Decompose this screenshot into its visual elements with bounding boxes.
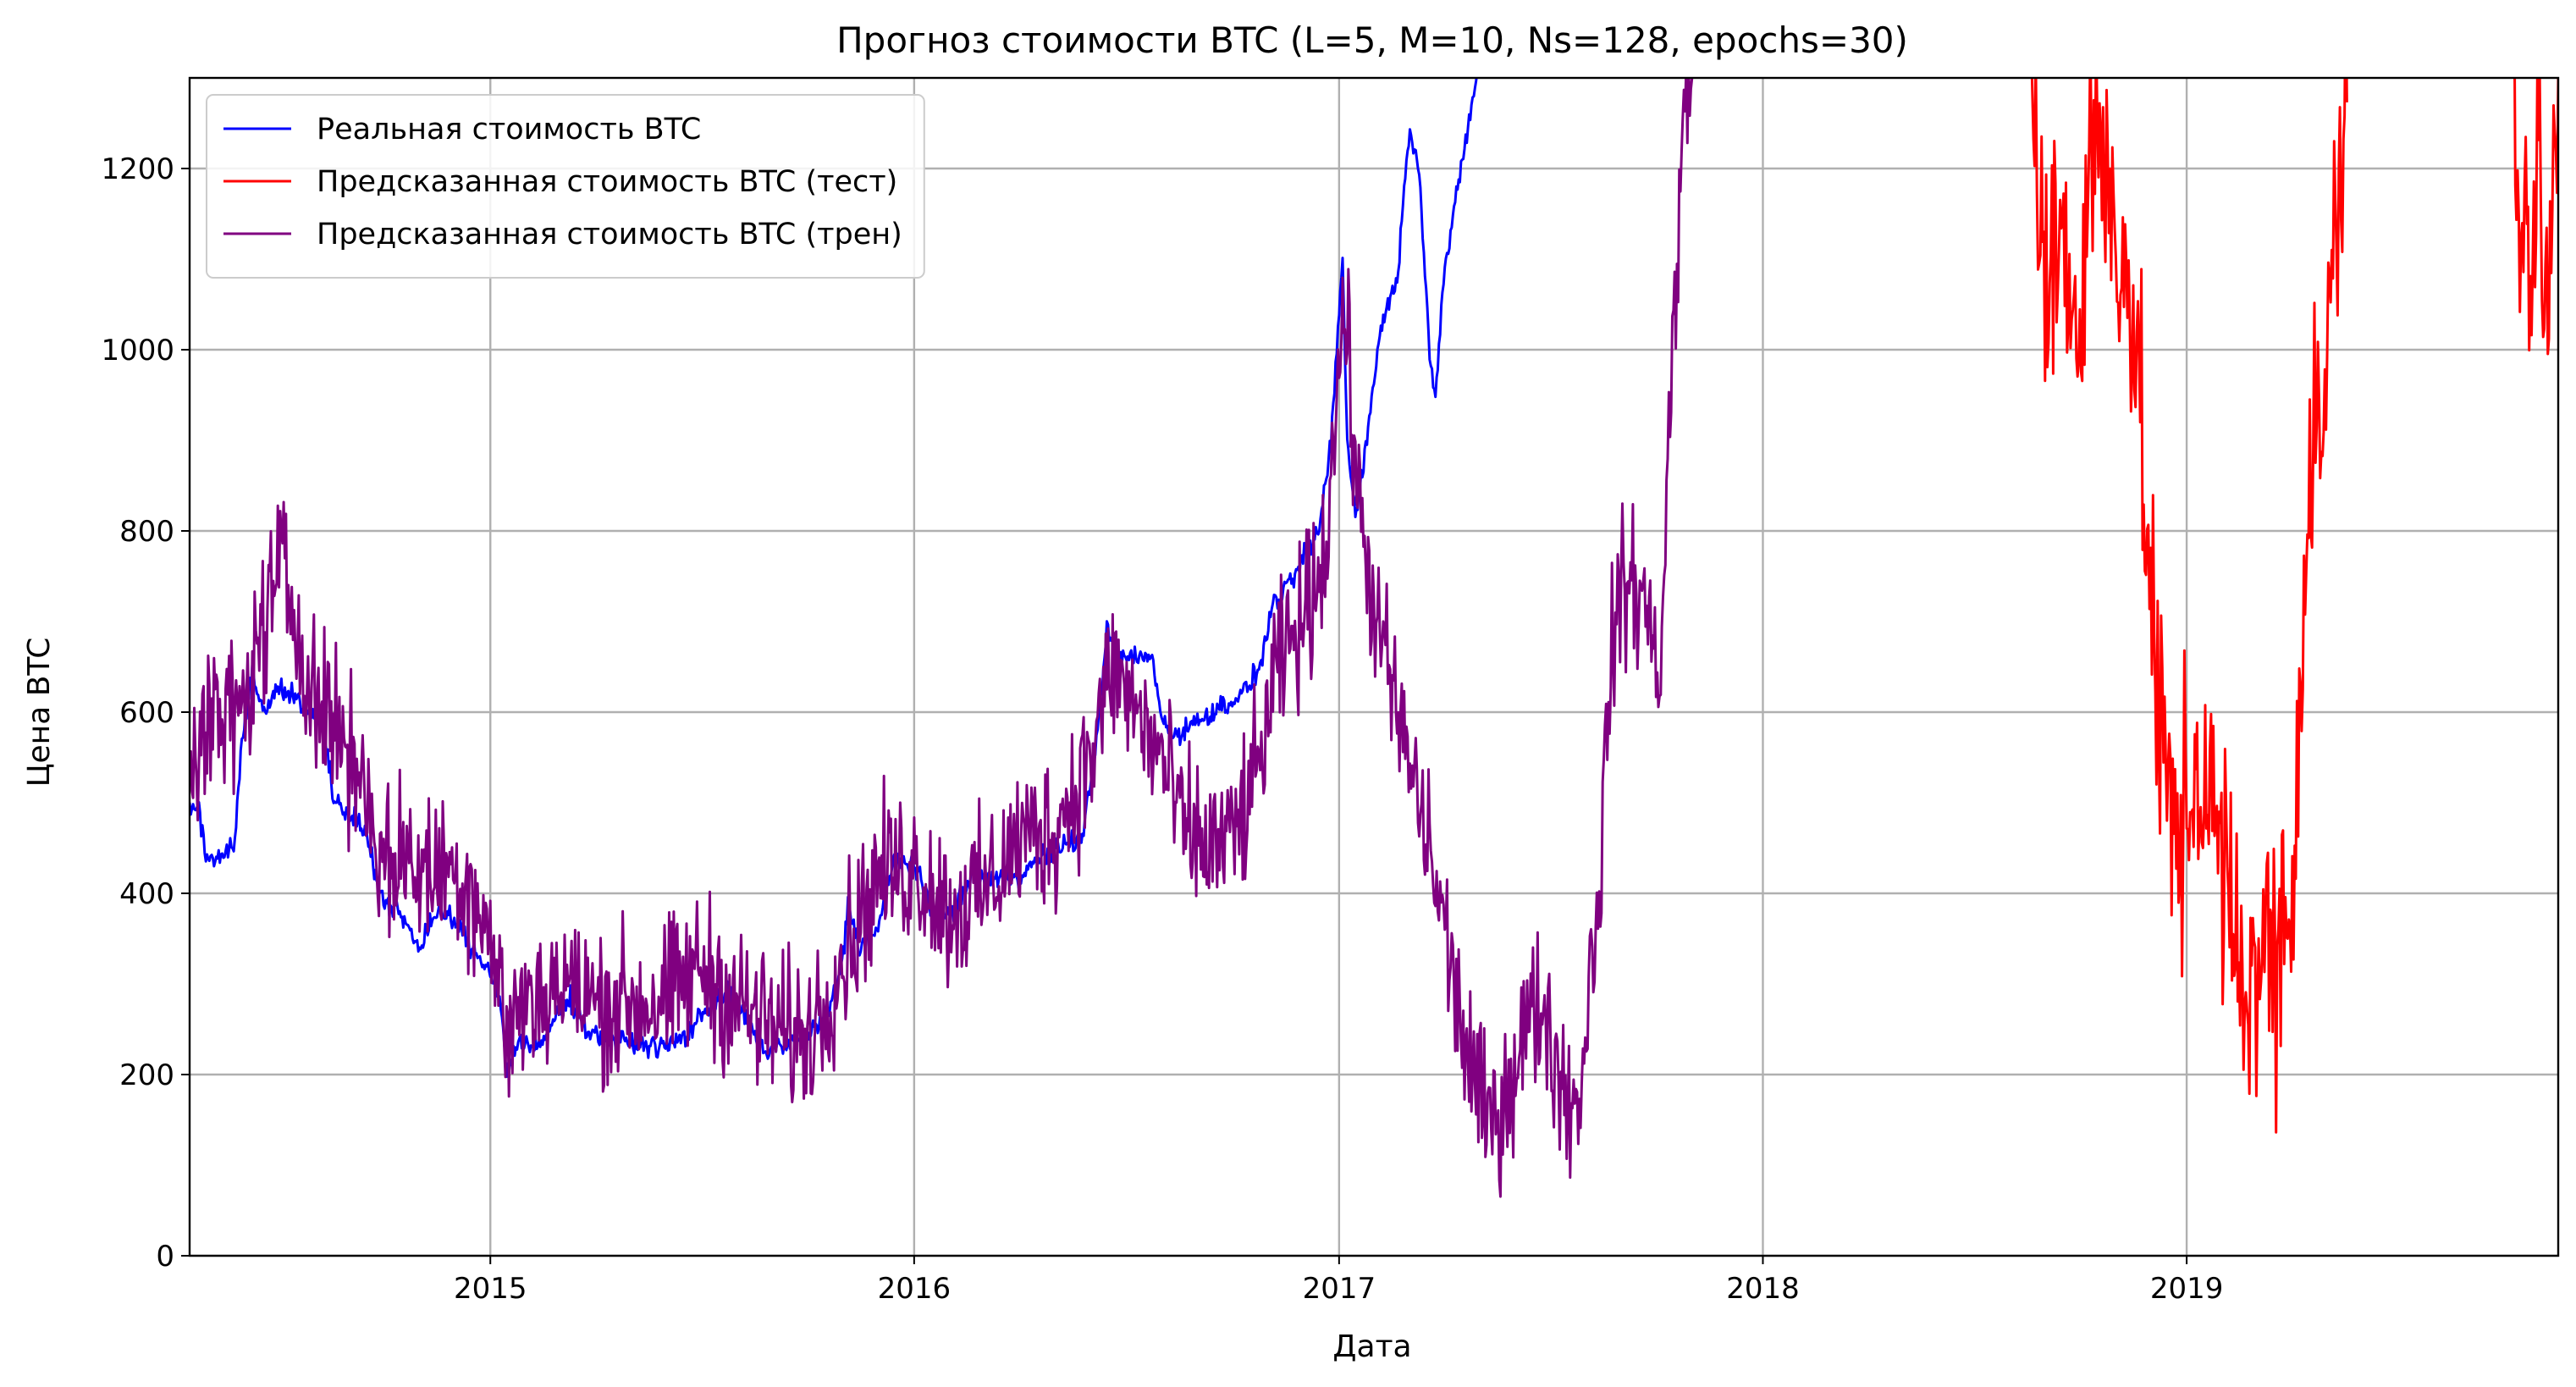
grid-lines — [190, 78, 2558, 1257]
legend-box — [206, 94, 925, 279]
series-line-2 — [190, 78, 1694, 1198]
legend-label: Предсказанная стоимость BTC (трен) — [317, 218, 902, 251]
legend-label: Предсказанная стоимость BTC (тест) — [317, 165, 897, 199]
x-tick-label: 2015 — [454, 1272, 527, 1306]
x-tick-label: 2016 — [878, 1272, 952, 1306]
y-tick-label: 1000 — [101, 334, 174, 367]
series-line-1 — [2030, 78, 2558, 1134]
y-tick-label: 0 — [156, 1240, 174, 1274]
plot-area: 2015 2016 2017 2018 2019 0 200 400 600 800 1000 120… — [101, 76, 2560, 1306]
y-tick-label: 200 — [119, 1058, 174, 1092]
y-tick-label: 600 — [119, 696, 174, 730]
axes-frame — [188, 76, 2560, 1257]
x-tick-label: 2017 — [1303, 1272, 1376, 1306]
y-tick-label: 1200 — [101, 152, 174, 186]
x-axis-label: Дата — [1332, 1329, 1411, 1364]
chart-title: Прогноз стоимости BTC (L=5, M=10, Ns=128… — [836, 19, 1908, 61]
y-axis-label: Цена BTC — [22, 638, 57, 787]
legend-label: Реальная стоимость BTC — [317, 113, 701, 146]
axis-ticks: 2015 2016 2017 2018 2019 0 200 400 600 800 1000 120… — [101, 152, 2223, 1306]
x-tick-label: 2018 — [1726, 1272, 1800, 1306]
legend: Реальная стоимость BTC Предсказанная стои… — [206, 94, 925, 279]
y-tick-label: 400 — [119, 877, 174, 911]
series-lines — [190, 78, 2558, 1198]
y-tick-label: 800 — [119, 515, 174, 549]
x-tick-label: 2019 — [2150, 1272, 2224, 1306]
